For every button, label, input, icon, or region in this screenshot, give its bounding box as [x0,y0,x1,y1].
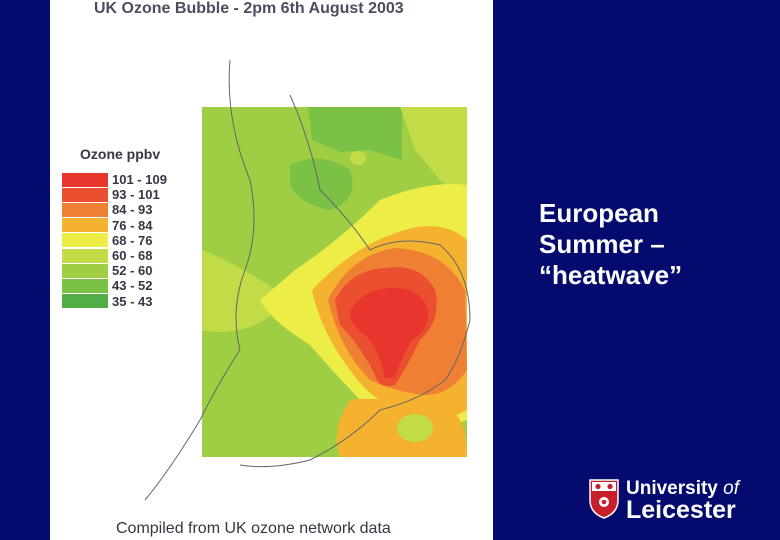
slide-text: European Summer – “heatwave” [539,198,769,291]
ozone-zone-northeast [400,107,467,200]
legend-label: 60 - 68 [112,248,153,264]
legend-item: 52 - 60 [62,263,167,278]
ozone-spot-south-green [397,414,433,442]
coastline [144,59,471,501]
legend-label: 84 - 93 [112,202,153,218]
logo-text-university: University of [626,478,740,499]
legend-label: 101 - 109 [112,172,167,188]
legend-swatch [62,172,108,187]
ozone-zone-north-low [308,107,402,160]
legend-swatch [62,294,108,309]
legend-item: 93 - 101 [62,187,167,202]
legend-item: 35 - 43 [62,294,167,309]
legend-swatch [62,263,108,278]
legend-label: 93 - 101 [112,187,160,203]
legend-label: 52 - 60 [112,263,153,279]
legend-swatch [62,248,108,263]
legend-swatch [62,233,108,248]
legend-swatch [62,218,108,233]
shield-icon [589,479,619,519]
logo-text-leicester: Leicester [626,496,736,524]
legend-swatch [62,202,108,217]
slide-text-line: European [539,198,659,228]
legend-label: 76 - 84 [112,217,153,233]
slide-text-line: Summer – [539,229,665,259]
map-caption: Compiled from UK ozone network data [116,520,391,537]
map-title: UK Ozone Bubble - 2pm 6th August 2003 [94,0,404,17]
ozone-map [144,59,471,501]
legend-label: 43 - 52 [112,278,153,294]
legend-title: Ozone ppbv [80,146,161,162]
legend-item: 76 - 84 [62,218,167,233]
legend-label: 35 - 43 [112,293,153,309]
ozone-zone-north-low-2 [290,158,353,210]
legend-item: 68 - 76 [62,233,167,248]
legend-item: 101 - 109 [62,172,167,187]
legend-item: 84 - 93 [62,202,167,217]
legend-label: 68 - 76 [112,232,153,248]
legend-item: 60 - 68 [62,248,167,263]
legend-swatch [62,278,108,293]
legend-swatch [62,187,108,202]
legend: 101 - 109 93 - 101 84 - 93 76 - 84 68 - 76 60… [62,172,167,309]
ozone-spot-north [350,151,366,165]
slide-text-line: “heatwave” [539,260,683,290]
ozone-map-figure: UK Ozone Bubble - 2pm 6th August 2003 Oz… [50,0,493,540]
legend-item: 43 - 52 [62,278,167,293]
ozone-zone-101-109 [350,287,429,378]
university-logo: University of Leicester [588,478,768,524]
